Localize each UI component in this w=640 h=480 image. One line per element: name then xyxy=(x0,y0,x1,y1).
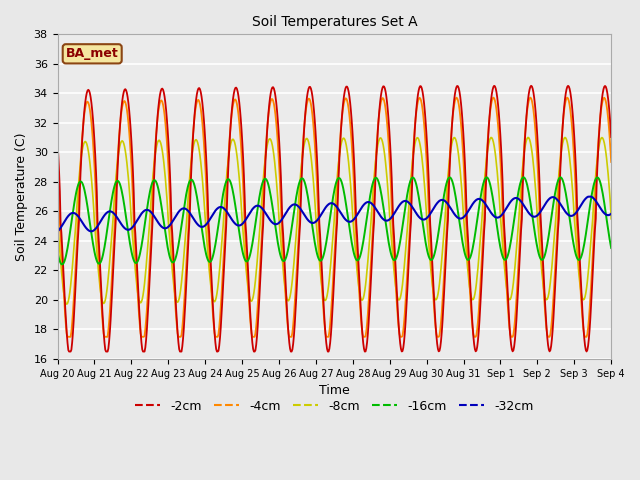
Y-axis label: Soil Temperature (C): Soil Temperature (C) xyxy=(15,132,28,261)
X-axis label: Time: Time xyxy=(319,384,349,397)
Legend: -2cm, -4cm, -8cm, -16cm, -32cm: -2cm, -4cm, -8cm, -16cm, -32cm xyxy=(130,395,538,418)
Text: BA_met: BA_met xyxy=(66,48,118,60)
Title: Soil Temperatures Set A: Soil Temperatures Set A xyxy=(252,15,417,29)
